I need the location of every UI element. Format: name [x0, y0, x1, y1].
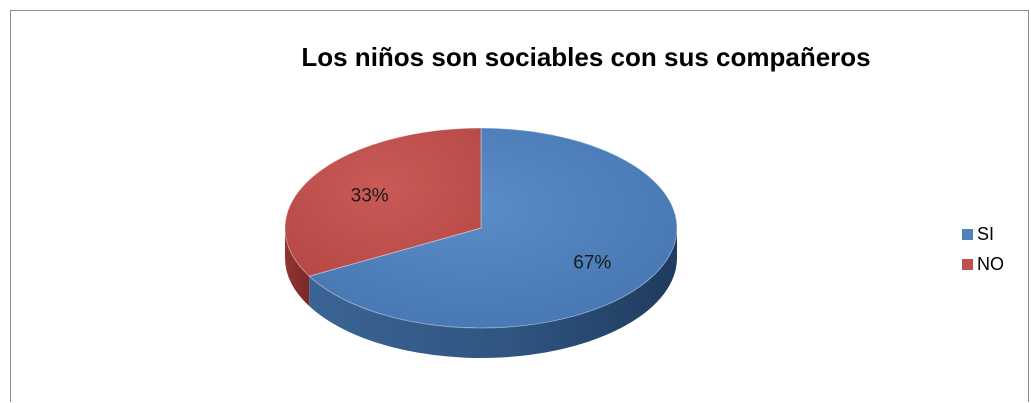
legend-label-no: NO — [977, 254, 1004, 274]
pie-depth-group — [285, 228, 677, 358]
pie-slice-no — [284, 127, 482, 277]
pie-slice-side-no — [285, 228, 310, 307]
chart-title: Los niños son sociables con sus compañer… — [301, 42, 870, 72]
legend-swatch-si — [962, 229, 973, 240]
data-label-si: 67% — [573, 253, 611, 274]
legend: SI NO — [962, 224, 1004, 274]
pie-labels-group: 67% 33% — [351, 185, 612, 273]
pie-slice-side-si — [309, 228, 677, 358]
pie-slice-si — [308, 127, 678, 329]
legend-label-si: SI — [977, 224, 994, 244]
legend-swatch-no — [962, 259, 973, 270]
data-label-no: 33% — [351, 185, 389, 206]
pie-slices-group — [284, 127, 678, 329]
